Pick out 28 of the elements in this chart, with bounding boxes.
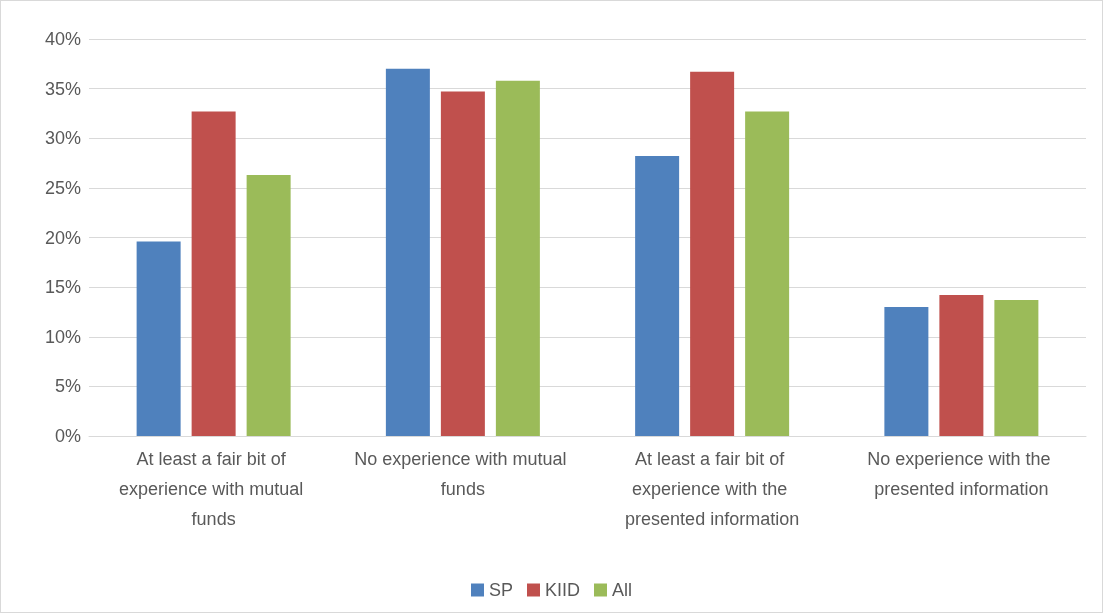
- y-tick-label: 40%: [44, 29, 81, 49]
- bar: [440, 91, 485, 436]
- bar: [385, 68, 430, 436]
- y-tick-label: 35%: [44, 78, 81, 99]
- x-tick-label: At least a fair bit of experience with the presented information: [625, 449, 800, 529]
- bar: [191, 111, 236, 436]
- y-tick-label: 15%: [44, 277, 81, 298]
- x-tick-label: At least a fair bit of experience with mutual funds: [119, 449, 309, 529]
- bar: [136, 241, 181, 436]
- y-tick-label: 5%: [54, 376, 81, 397]
- bar: [884, 306, 929, 436]
- legend-label: All: [612, 580, 633, 600]
- bar: [495, 80, 540, 436]
- bar: [939, 295, 984, 436]
- x-tick-label: No experience with mutual funds: [354, 449, 572, 499]
- y-tick-label: 25%: [44, 177, 81, 198]
- x-tick-label: No experience with the presented information: [867, 449, 1056, 499]
- legend-label: KIID: [545, 580, 581, 600]
- legend-label: SP: [488, 580, 513, 600]
- y-tick-label: 10%: [44, 326, 81, 347]
- bar: [690, 71, 735, 436]
- bar: [745, 111, 790, 436]
- bar: [994, 300, 1039, 436]
- bar: [246, 174, 291, 436]
- y-tick-label: 30%: [44, 128, 81, 149]
- y-tick-label: 20%: [44, 227, 81, 248]
- y-tick-label: 0%: [54, 426, 81, 446]
- bar: [635, 156, 680, 436]
